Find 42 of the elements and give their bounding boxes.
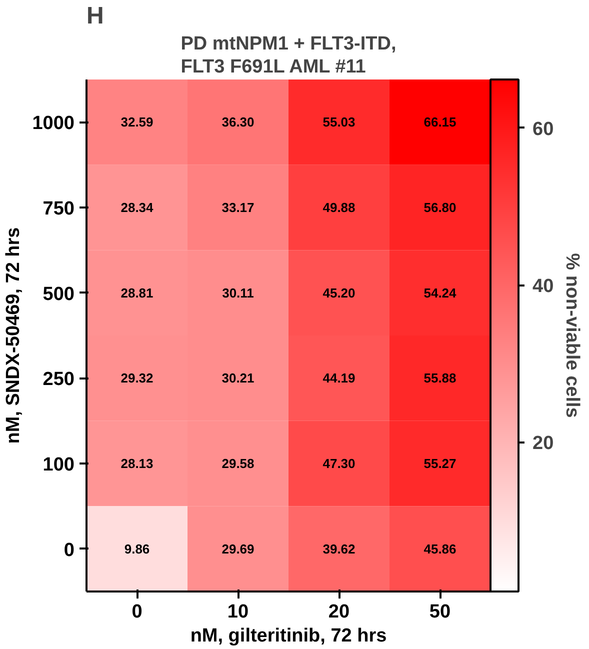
data-label: 29.69: [222, 541, 254, 556]
data-label: 28.13: [120, 456, 154, 471]
data-label: 30.21: [222, 370, 254, 386]
data-label: 54.24: [424, 285, 458, 300]
data-label: 29.58: [222, 456, 254, 471]
data-label: 56.80: [424, 200, 456, 215]
data-label: 55.03: [322, 114, 356, 130]
data-label: 66.15: [424, 114, 456, 130]
color-bar-label: 60: [532, 118, 554, 140]
y-tick-label: 1000: [32, 113, 75, 134]
data-label: 33.17: [222, 200, 254, 215]
data-label: 47.30: [322, 456, 356, 471]
chart-title: PD mtNPM1 + FLT3-ITD, FLT3 F691L AML #11: [180, 33, 396, 78]
data-label: 36.30: [222, 114, 254, 130]
y-tick-label: 100: [42, 454, 74, 476]
data-label: 55.88: [424, 370, 456, 386]
data-label: 29.32: [120, 370, 154, 386]
y-tick-label: 750: [42, 198, 74, 220]
data-label: 49.88: [322, 200, 356, 215]
x-tick-label: 0: [132, 602, 142, 622]
data-label: 45.86: [424, 541, 456, 556]
y-tick-label: 500: [42, 284, 74, 305]
data-label: 28.81: [120, 285, 154, 300]
data-label: 9.86: [124, 541, 150, 556]
y-tick-label: 250: [42, 369, 74, 390]
x-tick-label: 50: [429, 602, 451, 622]
data-label: 39.62: [322, 541, 356, 556]
data-label: 55.27: [424, 456, 456, 471]
y-tick-label: 0: [64, 540, 75, 561]
color-bar-label: 40: [532, 276, 554, 298]
y-axis-title: nM, SNDX-50469, 72 hrs: [3, 227, 24, 444]
color-bar-title: % non-viable cells: [562, 253, 582, 418]
data-label: 44.19: [322, 370, 356, 386]
data-label: 30.11: [222, 285, 254, 300]
data-label: 32.59: [120, 114, 154, 130]
data-label: 45.20: [322, 285, 356, 300]
x-tick-label: 10: [227, 602, 249, 622]
x-tick-label: 20: [328, 602, 350, 622]
text: H: [86, 2, 104, 30]
x-axis-title: nM, gilteritinib, 72 hrs: [190, 626, 387, 646]
data-label: 28.34: [120, 200, 154, 215]
color-bar-label: 20: [532, 433, 554, 454]
